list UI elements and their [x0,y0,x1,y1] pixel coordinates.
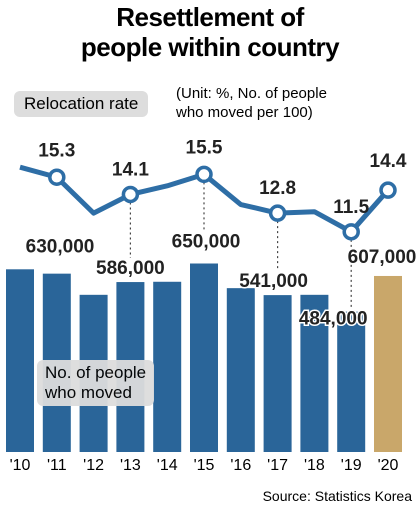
bar-value-label: 607,000 [348,247,417,268]
x-tick-label: '10 [10,457,31,474]
line-marker [379,181,397,199]
bar-value-label: 541,000 [239,271,308,292]
line-marker [48,168,66,186]
line-marker [195,165,213,184]
bar [153,281,182,452]
annotation: (Unit: %, No. of people who moved per 10… [176,85,327,121]
x-tick-label: '16 [230,457,251,474]
x-tick-label: '18 [304,457,325,474]
line-marker [342,223,360,241]
x-tick-label: '19 [341,457,362,474]
bar-value-label: 586,000 [96,258,165,279]
line-value-label: 12.8 [259,178,296,199]
x-tick-label: '17 [267,457,288,474]
line-value-label: 14.1 [112,159,149,180]
x-tick-label: '12 [83,457,104,474]
line-value-label: 14.4 [370,151,407,172]
bar [226,288,255,452]
bar [337,311,366,452]
line-value-label: 11.5 [333,197,369,218]
bar [6,269,34,452]
x-tick-label: '14 [157,457,178,474]
x-tick-label: '13 [120,457,141,474]
bar [300,294,329,452]
x-tick-label: '20 [378,457,399,474]
bar-value-label: 484,000 [299,309,368,330]
bar-value-label: 650,000 [172,232,241,253]
source: Source: Statistics Korea [262,488,412,504]
x-tick-label: '15 [194,457,215,474]
bar [190,263,218,452]
x-tick-label: '11 [47,457,67,474]
bar-value-label: 630,000 [26,236,95,257]
line-value-label: 15.5 [186,137,223,158]
chart-title: Resettlement of people within country [80,2,340,62]
line-marker [268,204,287,222]
bar [263,295,292,452]
line-marker [121,185,140,204]
line-value-label: 15.3 [38,140,75,161]
bar [374,275,402,452]
legend-line: Relocation rate [14,91,149,117]
legend-bar: No. of people who moved [37,360,155,406]
